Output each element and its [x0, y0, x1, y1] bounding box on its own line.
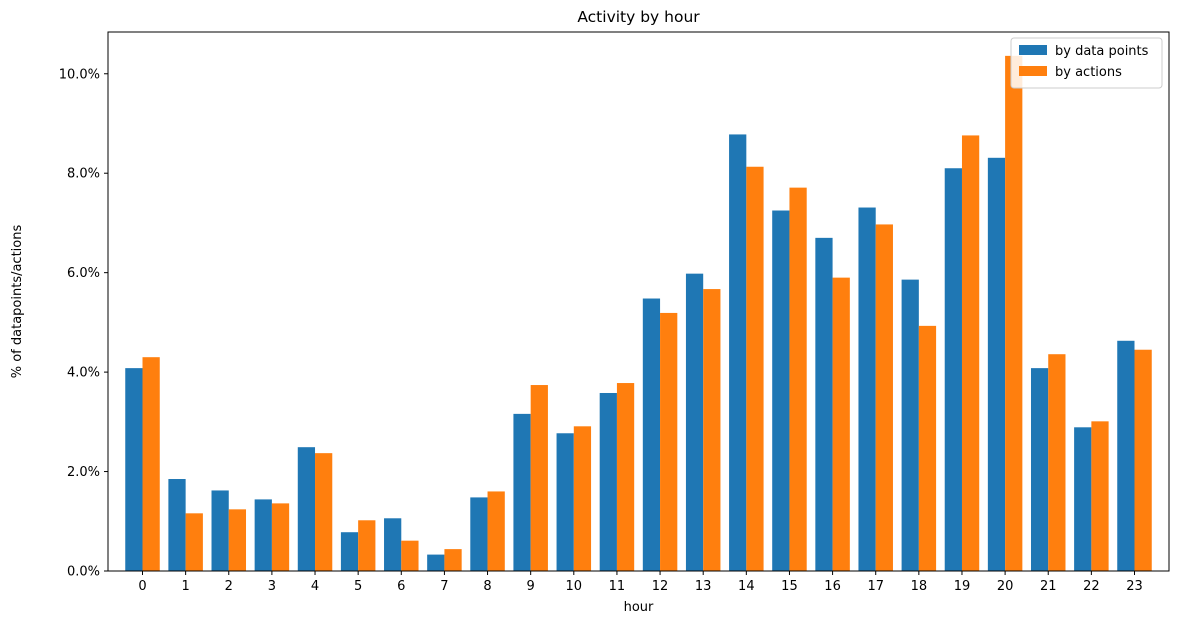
bar-actions-hour-20 [1005, 55, 1023, 571]
bar-data-points-hour-20 [987, 157, 1006, 572]
x-tick-label: 21 [1040, 579, 1057, 594]
bar-data-points-hour-6 [384, 518, 402, 571]
bar-actions-hour-22 [1091, 421, 1109, 571]
y-tick-label: 8.0% [67, 167, 100, 182]
bar-actions-hour-18 [918, 325, 937, 571]
bar-actions-hour-13 [703, 289, 721, 571]
bar-data-points-hour-19 [944, 168, 962, 571]
bar-data-points-hour-0 [125, 368, 143, 571]
bar-data-points-hour-16 [815, 237, 833, 571]
bar-data-points-hour-21 [1030, 368, 1049, 571]
chart-title: Activity by hour [577, 8, 700, 26]
x-tick-label: 11 [609, 579, 626, 594]
plot-frame [107, 31, 1170, 572]
bar-data-points-hour-15 [772, 210, 790, 571]
bar-data-points-hour-2 [211, 490, 229, 571]
legend-label-actions: by actions [1055, 65, 1122, 80]
x-tick-label: 22 [1083, 579, 1100, 594]
bar-data-points-hour-14 [729, 134, 747, 572]
x-tick-label: 14 [738, 579, 755, 594]
x-axis-title: hour [624, 600, 654, 615]
bar-data-points-hour-23 [1117, 340, 1135, 571]
bar-data-points-hour-22 [1074, 427, 1092, 571]
bar-data-points-hour-9 [513, 413, 531, 571]
legend-swatch-actions [1019, 66, 1047, 76]
x-tick-label: 5 [354, 579, 362, 594]
x-tick-label: 15 [781, 579, 798, 594]
x-tick-label: 10 [566, 579, 583, 594]
bar-data-points-hour-11 [599, 392, 617, 571]
bar-actions-hour-15 [789, 187, 807, 571]
bar-actions-hour-2 [228, 509, 247, 571]
x-tick-label: 1 [181, 579, 189, 594]
y-tick-label: 4.0% [67, 366, 100, 381]
bar-actions-hour-16 [832, 277, 850, 571]
x-tick-label: 16 [824, 579, 841, 594]
y-tick-label: 10.0% [59, 67, 100, 82]
bar-data-points-hour-17 [858, 207, 876, 571]
legend-label-data-points: by data points [1055, 44, 1149, 59]
x-tick-label: 6 [397, 579, 405, 594]
bar-data-points-hour-18 [901, 279, 919, 571]
y-tick-label: 0.0% [67, 565, 100, 580]
bars-group [125, 55, 1152, 572]
x-tick-label: 23 [1126, 579, 1143, 594]
bar-actions-hour-0 [142, 357, 160, 571]
bar-actions-hour-5 [358, 520, 376, 571]
x-tick-label: 7 [440, 579, 448, 594]
x-tick-label: 18 [911, 579, 928, 594]
x-tick-label: 19 [954, 579, 971, 594]
legend-swatch-data-points [1019, 45, 1047, 55]
legend-box [1010, 37, 1163, 89]
x-tick-label: 12 [652, 579, 669, 594]
x-tick-label: 9 [527, 579, 535, 594]
x-tick-label: 3 [268, 579, 276, 594]
y-axis-title: % of datapoints/actions [10, 225, 25, 379]
bar-actions-hour-14 [746, 166, 764, 571]
bar-data-points-hour-4 [297, 447, 316, 571]
bar-actions-hour-7 [444, 549, 462, 571]
bar-actions-hour-6 [401, 540, 419, 571]
bar-actions-hour-17 [875, 224, 893, 572]
x-tick-label: 0 [138, 579, 146, 594]
bar-actions-hour-4 [315, 453, 333, 571]
bar-actions-hour-23 [1134, 349, 1152, 571]
bar-data-points-hour-12 [642, 298, 661, 571]
bar-data-points-hour-13 [685, 273, 704, 571]
bar-data-points-hour-10 [556, 433, 574, 571]
x-tick-label: 8 [483, 579, 491, 594]
bar-actions-hour-3 [271, 503, 290, 571]
bar-data-points-hour-8 [470, 497, 488, 571]
bar-data-points-hour-3 [254, 499, 272, 571]
bar-data-points-hour-5 [340, 532, 359, 571]
x-tick-label: 2 [225, 579, 233, 594]
bar-actions-hour-10 [573, 426, 592, 571]
bar-actions-hour-9 [530, 385, 548, 571]
x-tick-label: 17 [867, 579, 884, 594]
x-tick-label: 4 [311, 579, 319, 594]
bar-data-points-hour-1 [168, 479, 186, 571]
x-tick-label: 13 [695, 579, 712, 594]
bar-actions-hour-1 [185, 513, 203, 571]
y-tick-label: 6.0% [67, 266, 100, 281]
bar-data-points-hour-7 [427, 554, 445, 571]
legend: by data points by actions [1010, 37, 1163, 89]
bar-actions-hour-12 [660, 312, 678, 571]
bar-actions-hour-21 [1048, 354, 1066, 571]
bar-actions-hour-11 [616, 383, 635, 571]
bar-actions-hour-8 [487, 491, 505, 571]
bar-actions-hour-19 [961, 135, 980, 571]
y-tick-label: 2.0% [67, 465, 100, 480]
axes-group: 0 1 2 3 4 5 6 7 8 9 10 11 12 13 14 15 16 17 18 19 20 21 22 230.… [59, 31, 1170, 594]
x-tick-label: 20 [997, 579, 1014, 594]
